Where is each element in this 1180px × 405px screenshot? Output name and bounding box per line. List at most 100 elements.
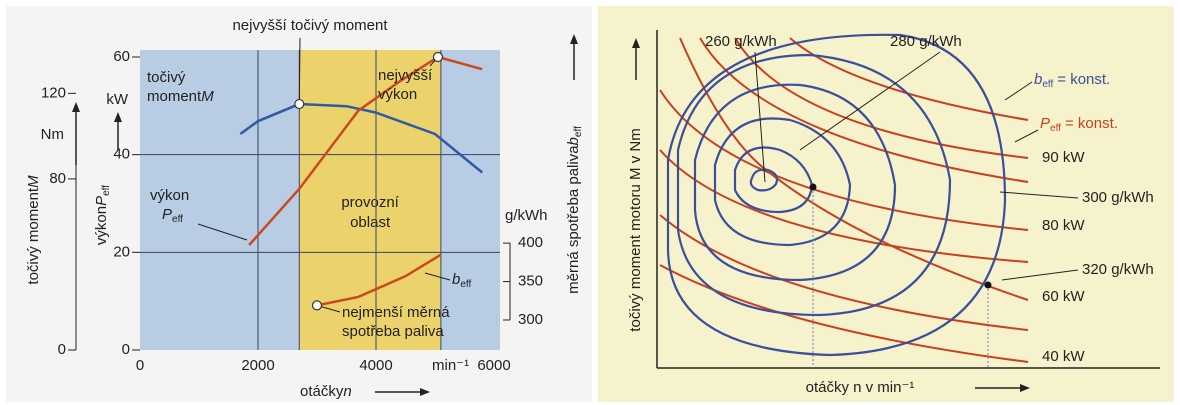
y2-axis-label: točivý momentM [25, 175, 42, 285]
y2-tick-label: 120 [41, 84, 66, 101]
y-unit: kW [106, 91, 129, 108]
y3-tick-label: 350 [518, 273, 543, 290]
power-line [659, 149, 1029, 263]
y-tick-label: 20 [113, 243, 130, 260]
y-axis-label-part: výkon [93, 206, 110, 245]
series-line [248, 55, 483, 246]
power-line [659, 214, 1029, 331]
x-axis-label: otáčky n v min⁻¹ [806, 379, 915, 396]
fuel-contour [666, 33, 1007, 357]
series-label-part: eff [172, 214, 183, 225]
x-axis-label: otáčkyn [300, 383, 352, 400]
contour-label: 320 g/kWh [1082, 261, 1154, 278]
fuel-contour [676, 53, 952, 317]
y2-axis-label-part: točivý moment [25, 187, 42, 285]
leader [197, 223, 248, 241]
legend-label-part: eff [1050, 123, 1061, 134]
legend-label-part: P [1040, 115, 1050, 132]
x-tick-label: 6000 [477, 357, 510, 374]
series-label-part: M [201, 88, 214, 105]
leader [1014, 129, 1039, 143]
legend-text: = konst. [1065, 115, 1118, 132]
power-line [789, 37, 1029, 121]
series-label: točivý [147, 69, 186, 86]
x-unit: min⁻¹ [432, 357, 469, 374]
y-axis-label-part: eff [101, 185, 112, 196]
y3-axis-label: měrná spotřeba palivabeff [565, 126, 584, 294]
marker [432, 51, 444, 63]
annotation: spotřeba paliva [342, 323, 444, 340]
fuel-contour [713, 117, 852, 247]
fuel-contour [693, 83, 897, 282]
arrow-head [114, 112, 122, 122]
x-tick-label: 0 [136, 357, 144, 374]
series-label-part: eff [460, 279, 471, 290]
annotation: nejvyšší točivý moment [232, 17, 388, 34]
operating-range [299, 50, 441, 350]
leader [1001, 269, 1079, 281]
power-line [699, 37, 1029, 183]
power-label: 60 kW [1042, 288, 1085, 305]
y-tick-label: 60 [113, 48, 130, 65]
legend-label: beff = konst. [1034, 71, 1110, 90]
y-tick-label: 0 [122, 341, 130, 358]
y2-tick-label: 0 [58, 341, 66, 358]
series-label-part: b [452, 271, 460, 288]
arrow-head [72, 102, 80, 112]
series-line [239, 102, 483, 174]
legend-label-part: b [1034, 71, 1042, 88]
x-tick-label: 4000 [359, 357, 392, 374]
leader [1004, 81, 1033, 101]
arrow-head [570, 34, 578, 44]
y3-tick-label: 300 [518, 311, 543, 328]
series-line [316, 253, 442, 307]
y-tick-label: 40 [113, 146, 130, 163]
y3-axis-label-part: b [565, 137, 582, 145]
legend-label-part: eff [1042, 79, 1053, 90]
x-axis-label-part: n [343, 383, 351, 400]
power-line [734, 37, 1029, 159]
leader [298, 37, 301, 105]
marker [311, 300, 323, 311]
arrow-head [632, 38, 640, 48]
leader [799, 51, 941, 151]
power-label: 90 kW [1042, 149, 1085, 166]
legend-text: = konst. [1057, 71, 1110, 88]
leader [754, 51, 766, 183]
arrow-head [420, 388, 430, 396]
x-axis-label-part: otáčky [300, 383, 344, 400]
y2-axis-label-part: M [25, 175, 42, 188]
marker [294, 98, 305, 110]
power-line [659, 264, 1029, 363]
leader [999, 191, 1079, 199]
series-label: Peff [162, 206, 183, 225]
y3-unit: g/kWh [505, 207, 548, 224]
range-label: oblast [350, 214, 391, 231]
series-label: momentM [147, 88, 214, 105]
leader [424, 272, 451, 281]
y-axis-label: točivý moment motoru M v Nm [627, 128, 644, 331]
arrow-head [1020, 384, 1030, 392]
y3-axis-label-part: měrná spotřeba paliva [565, 145, 582, 294]
series-label: beff [452, 271, 472, 290]
y-axis-label-part: P [93, 196, 110, 206]
y2-tick-label: 80 [49, 170, 66, 187]
y2-unit: Nm [41, 126, 64, 143]
annotation: výkon [378, 86, 417, 103]
legend-label: Peff = konst. [1040, 115, 1118, 134]
contour-label: 300 g/kWh [1082, 189, 1154, 206]
power-label: 40 kW [1042, 348, 1085, 365]
point [984, 281, 992, 289]
power-line [659, 89, 1029, 231]
contour-label: 260 g/kWh [705, 33, 777, 50]
range-label: provozní [341, 194, 399, 211]
annotation: nejvyšší [378, 67, 433, 84]
fuel-contour [749, 168, 779, 192]
y-axis-label: výkonPeff [93, 185, 112, 245]
power-label: 80 kW [1042, 217, 1085, 234]
series-label-part: P [162, 206, 172, 223]
series-label: výkon [150, 187, 189, 204]
y3-tick-label: 400 [518, 234, 543, 251]
point [809, 183, 817, 191]
